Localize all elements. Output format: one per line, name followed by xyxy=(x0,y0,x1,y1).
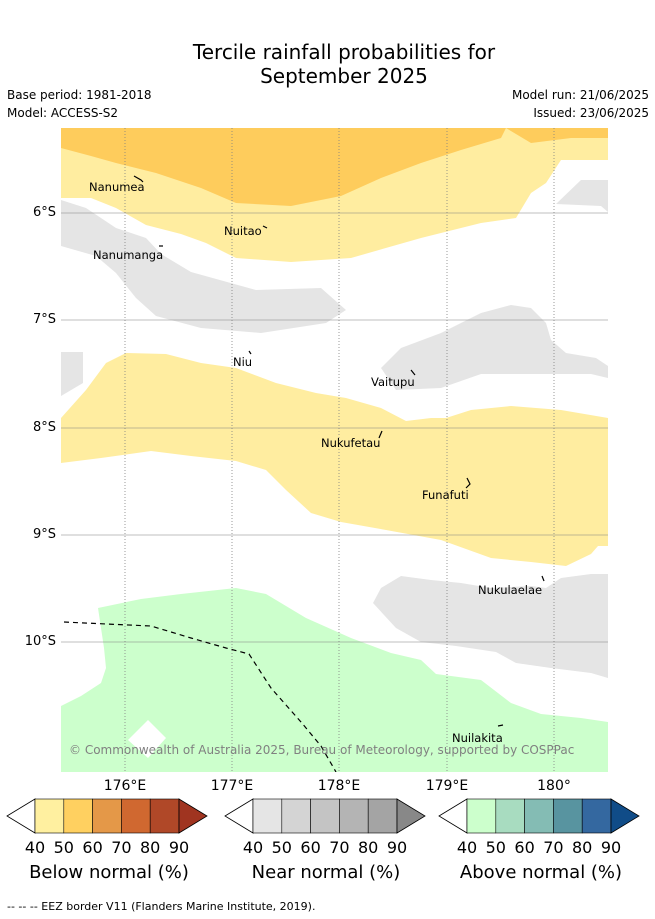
island-funafuti-outline xyxy=(465,477,471,489)
colorbar-near-segment xyxy=(252,798,283,834)
island-nukulaelae-outline xyxy=(541,575,545,582)
island-label-nuitao: Nuitao xyxy=(224,224,262,238)
colorbar-near-extend-low xyxy=(224,798,254,834)
island-labels: Nanumea Nuitao Nanumanga Niu Vaitupu Nuk… xyxy=(89,180,542,745)
colorbar-above-normal xyxy=(438,798,640,834)
colorbar-near-segment xyxy=(339,798,369,834)
colorbar-below-tick-label: 60 xyxy=(82,838,103,857)
eez-legend-note: -- -- -- EEZ border V11 (Flanders Marine… xyxy=(7,900,316,913)
base-period-label: Base period: 1981-2018 xyxy=(7,88,152,102)
lon-label: 179°E xyxy=(425,778,469,794)
colorbar-below-tick-label: 70 xyxy=(111,838,132,857)
colorbar-below-segment xyxy=(121,798,151,834)
issued-label: Issued: 23/06/2025 xyxy=(533,106,649,120)
lat-label: 6°S xyxy=(32,205,56,220)
colorbar-above-extend-low xyxy=(438,798,468,834)
colorbar-above-tick-label: 60 xyxy=(514,838,535,857)
neutral-patch-south xyxy=(128,720,166,758)
colorbar-above-title: Above normal (%) xyxy=(459,862,623,883)
island-label-nuilakita: Nuilakita xyxy=(452,731,503,745)
copyright-text: © Commonwealth of Australia 2025, Bureau… xyxy=(69,743,574,757)
colorbar-below-title: Below normal (%) xyxy=(29,862,189,883)
colorbar-near-segment xyxy=(367,798,398,834)
near-normal-region-east xyxy=(381,305,608,390)
near-normal-region-northeast xyxy=(556,180,608,212)
colorbar-above-segment xyxy=(524,798,554,834)
colorbar-below-tick-label: 80 xyxy=(140,838,161,857)
lat-label: 9°S xyxy=(32,527,56,542)
above-normal-40-50-region xyxy=(61,588,608,772)
island-label-nanumea: Nanumea xyxy=(89,180,145,194)
colorbar-below-extend-low xyxy=(6,798,36,834)
colorbar-near-extend-high xyxy=(396,798,426,834)
near-normal-region-west-small xyxy=(61,352,83,396)
eez-border xyxy=(63,621,337,772)
island-nuitao-outline xyxy=(262,225,268,229)
colorbar-above-tick-label: 50 xyxy=(485,838,506,857)
near-normal-region-west xyxy=(61,200,346,333)
title-line-2: September 2025 xyxy=(260,64,428,88)
colorbar-above-segment xyxy=(466,798,497,834)
model-label: Model: ACCESS-S2 xyxy=(7,106,119,120)
lon-label: 176°E xyxy=(103,778,147,794)
colorbar-near-tick-label: 50 xyxy=(271,838,292,857)
colorbar-above-tick-label: 70 xyxy=(543,838,564,857)
colorbar-near-title: Near normal (%) xyxy=(251,862,401,883)
colorbar-near-normal xyxy=(224,798,426,834)
model-run-label: Model run: 21/06/2025 xyxy=(511,88,649,102)
colorbar-near-tick-label: 40 xyxy=(242,838,264,857)
island-outlines xyxy=(133,175,545,727)
colorbar-near-tick-label: 90 xyxy=(386,838,408,857)
island-label-vaitupu: Vaitupu xyxy=(371,375,415,389)
colorbar-above-tick-label: 80 xyxy=(572,838,593,857)
island-label-nanumanga: Nanumanga xyxy=(93,248,163,262)
lon-label: 178°E xyxy=(317,778,361,794)
colorbar-below-extend-high xyxy=(178,798,208,834)
island-vaitupu-outline xyxy=(410,369,416,376)
colorbar-below-segment xyxy=(92,798,122,834)
colorbar-near-segment xyxy=(281,798,311,834)
colorbar-above-segment xyxy=(581,798,612,834)
forecast-map: Nanumea Nuitao Nanumanga Niu Vaitupu Nuk… xyxy=(61,128,608,772)
island-label-nukufetau: Nukufetau xyxy=(321,436,380,450)
colorbar-below-tick-label: 50 xyxy=(53,838,74,857)
grid-lines xyxy=(61,128,608,772)
colorbar-near-segment xyxy=(310,798,340,834)
colorbar-near-tick-label: 70 xyxy=(329,838,350,857)
colorbar-below-segment xyxy=(149,798,180,834)
island-label-funafuti: Funafuti xyxy=(422,488,469,502)
colorbar-above-segment xyxy=(495,798,525,834)
island-label-nukulaelae: Nukulaelae xyxy=(478,583,542,597)
island-nuilakita-outline xyxy=(497,724,504,727)
island-niu-outline xyxy=(248,350,252,355)
lon-label: 177°E xyxy=(210,778,254,794)
colorbar-below-tick-label: 40 xyxy=(24,838,46,857)
near-normal-region-southeast xyxy=(373,574,608,678)
lat-label: 10°S xyxy=(24,634,56,649)
below-normal-60-70-region xyxy=(61,128,608,206)
colorbar-above-segment xyxy=(553,798,583,834)
colorbar-above-extend-high xyxy=(610,798,640,834)
lat-label: 7°S xyxy=(32,312,56,327)
colorbar-near-tick-label: 60 xyxy=(300,838,321,857)
colorbar-below-tick-label: 90 xyxy=(168,838,190,857)
colorbar-below-segment xyxy=(34,798,65,834)
chart-title: Tercile rainfall probabilities for Septe… xyxy=(0,40,655,88)
colorbar-below-normal xyxy=(6,798,208,834)
island-nukufetau-outline xyxy=(378,430,383,439)
title-line-1: Tercile rainfall probabilities for xyxy=(192,40,496,64)
lat-label: 8°S xyxy=(32,420,56,435)
colorbar-above-tick-label: 40 xyxy=(456,838,478,857)
colorbar-above-tick-label: 90 xyxy=(600,838,622,857)
island-nanumea-outline xyxy=(133,175,144,183)
lon-label: 180° xyxy=(537,778,571,794)
island-label-niu: Niu xyxy=(233,355,252,369)
below-normal-50-60-region-central xyxy=(61,353,608,566)
colorbar-below-segment xyxy=(63,798,93,834)
colorbar-near-tick-label: 80 xyxy=(358,838,379,857)
